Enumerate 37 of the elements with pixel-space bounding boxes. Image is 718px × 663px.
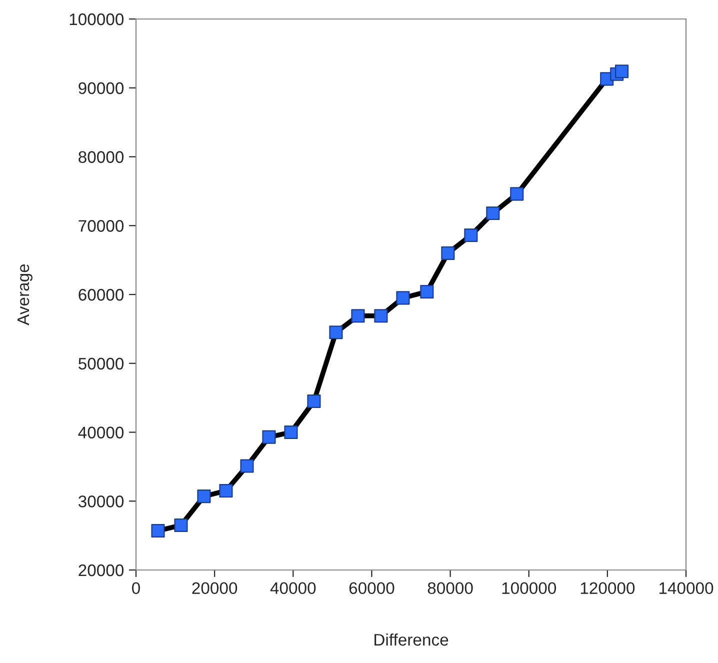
point: [151, 524, 165, 538]
point: [396, 291, 410, 305]
y-tick-label: 90000: [78, 82, 124, 94]
y-tick-label: 80000: [78, 151, 124, 163]
y-tick-label: 40000: [78, 426, 124, 438]
point: [374, 309, 388, 323]
point: [486, 206, 500, 220]
point: [262, 430, 276, 444]
x-tick-label: 120000: [580, 582, 635, 594]
x-tick-label: 80000: [428, 582, 473, 594]
point: [510, 187, 524, 201]
point: [240, 459, 254, 473]
point: [420, 284, 434, 299]
x-tick-label: 60000: [349, 582, 394, 594]
point: [307, 394, 321, 408]
point: [464, 228, 478, 242]
y-tick-label: 30000: [78, 496, 124, 508]
point: [351, 309, 365, 323]
y-axis-title: Average: [18, 264, 32, 326]
x-tick-label: 100000: [502, 582, 556, 594]
point: [329, 326, 343, 340]
x-axis-title: Difference: [374, 633, 448, 646]
point: [615, 64, 629, 78]
y-tick-label: 20000: [78, 564, 124, 576]
y-tick-label: 50000: [78, 358, 124, 370]
point: [219, 484, 233, 498]
point: [441, 246, 455, 260]
y-tick-label: 60000: [78, 288, 124, 301]
y-tick-label: 100000: [70, 13, 124, 26]
x-tick-label: 40000: [270, 582, 316, 594]
point: [284, 425, 298, 440]
x-tick-label: 140000: [659, 582, 714, 594]
x-tick-label: 20000: [192, 582, 238, 594]
point: [174, 518, 188, 532]
y-tick-label: 70000: [78, 220, 124, 232]
x-tick-label: 0: [132, 582, 140, 594]
point: [197, 490, 211, 504]
